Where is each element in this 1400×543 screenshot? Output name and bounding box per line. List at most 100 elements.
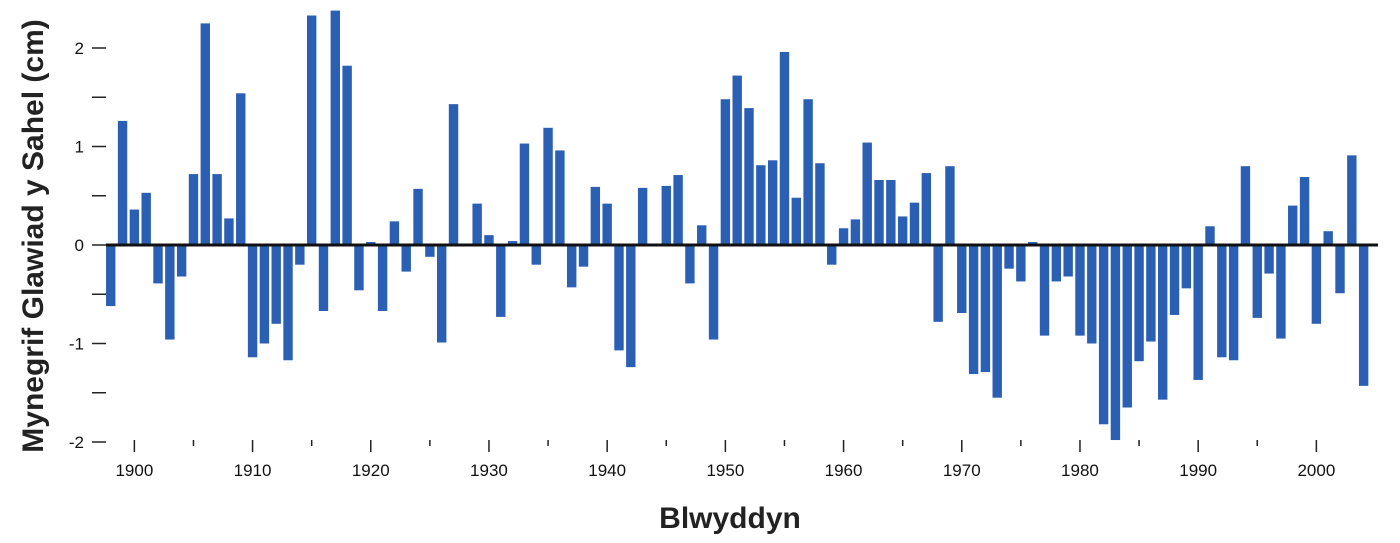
bar-1981 (1087, 245, 1097, 344)
bar-1973 (992, 245, 1002, 398)
bar-1938 (578, 245, 589, 267)
bar-1984 (1122, 245, 1132, 408)
bar-1950 (720, 99, 731, 245)
bar-1912 (271, 245, 281, 324)
x-tick-label: 1990 (1179, 461, 1217, 480)
bar-1992 (1217, 245, 1227, 358)
y-tick-label: 0 (75, 236, 84, 255)
bar-1995 (1252, 245, 1262, 318)
y-tick-label: -2 (69, 433, 84, 452)
x-tick-label: 1980 (1061, 461, 1099, 480)
bar-1965 (897, 216, 908, 245)
bar-1905 (188, 174, 199, 245)
bar-1963 (874, 179, 884, 245)
bar-1931 (496, 245, 506, 317)
bar-1955 (779, 51, 790, 245)
bar-1957 (803, 99, 813, 245)
bar-1968 (933, 245, 943, 322)
axes-layer: -2 -1 0 1 2 1900 1910 1920 1930 1940 1950 1960 1970 1… (69, 39, 1378, 480)
bar-1985 (1134, 245, 1144, 362)
bar-1958 (815, 163, 825, 245)
bar-1989 (1181, 245, 1192, 289)
bar-1916 (318, 245, 329, 311)
bar-2000 (1311, 245, 1322, 324)
bar-1917 (330, 10, 341, 245)
bar-1975 (1016, 245, 1026, 282)
bar-1902 (153, 245, 163, 284)
bar-1914 (295, 245, 305, 265)
bar-1954 (767, 160, 778, 245)
x-tick-label: 1960 (825, 461, 863, 480)
bar-1946 (673, 175, 683, 245)
bar-1940 (602, 203, 612, 245)
y-tick-label: 2 (75, 39, 84, 58)
bar-1921 (377, 245, 388, 311)
bar-1970 (957, 245, 967, 313)
bar-1926 (436, 245, 447, 343)
bar-1925 (425, 245, 435, 257)
bar-1983 (1110, 245, 1121, 441)
bar-1986 (1146, 245, 1156, 342)
x-tick-label: 1950 (706, 461, 744, 480)
bar-1998 (1288, 205, 1298, 245)
bar-1901 (141, 192, 151, 245)
bar-1909 (236, 93, 246, 245)
x-tick-label: 1910 (234, 461, 272, 480)
bar-1903 (165, 245, 175, 340)
y-tick-label: 1 (75, 138, 84, 157)
bar-1899 (117, 120, 128, 245)
bar-1971 (968, 245, 979, 375)
bar-1906 (200, 23, 210, 246)
bar-1952 (744, 108, 754, 245)
bar-1930 (484, 235, 494, 245)
bar-1947 (685, 245, 695, 284)
bar-1913 (283, 245, 293, 361)
bar-2002 (1335, 245, 1345, 294)
bar-1967 (921, 173, 932, 245)
bar-1915 (306, 15, 317, 245)
x-tick-label: 1920 (352, 461, 390, 480)
bar-1908 (224, 218, 234, 245)
bar-1997 (1276, 245, 1286, 339)
bar-1933 (519, 143, 530, 245)
bar-1987 (1158, 245, 1168, 400)
bar-1937 (567, 245, 577, 288)
bar-2004 (1358, 245, 1369, 386)
bar-1990 (1193, 245, 1203, 380)
bar-1939 (590, 186, 601, 245)
bar-1993 (1228, 245, 1239, 361)
bar-1923 (401, 245, 411, 272)
bar-1969 (945, 166, 955, 245)
y-axis-title: Mynegrif Glawiad y Sahel (cm) (17, 19, 50, 452)
bar-1924 (413, 188, 423, 245)
bar-1962 (862, 142, 872, 245)
bar-1977 (1039, 245, 1050, 336)
bar-1919 (354, 245, 364, 291)
bar-1922 (389, 221, 400, 245)
bar-2001 (1323, 231, 1333, 245)
bar-1898 (106, 245, 116, 307)
x-tick-label: 1930 (470, 461, 508, 480)
bar-1911 (259, 245, 270, 344)
bar-1974 (1004, 245, 1014, 269)
bar-1935 (543, 127, 553, 245)
bar-1980 (1075, 245, 1085, 336)
x-tick-label: 1940 (588, 461, 626, 480)
bar-1956 (791, 197, 801, 245)
bar-1904 (176, 245, 187, 277)
bar-1959 (827, 245, 837, 265)
x-tick-label: 1970 (943, 461, 981, 480)
bar-1979 (1063, 245, 1073, 277)
bar-1960 (838, 228, 849, 245)
bar-1964 (886, 179, 896, 245)
bar-1927 (448, 104, 459, 246)
bar-1942 (626, 245, 636, 368)
bar-1966 (909, 202, 920, 245)
bar-1972 (980, 245, 991, 373)
x-tick-label: 2000 (1297, 461, 1335, 480)
bar-1961 (850, 219, 861, 245)
bar-1918 (342, 65, 352, 245)
y-tick-label: -1 (69, 335, 84, 354)
